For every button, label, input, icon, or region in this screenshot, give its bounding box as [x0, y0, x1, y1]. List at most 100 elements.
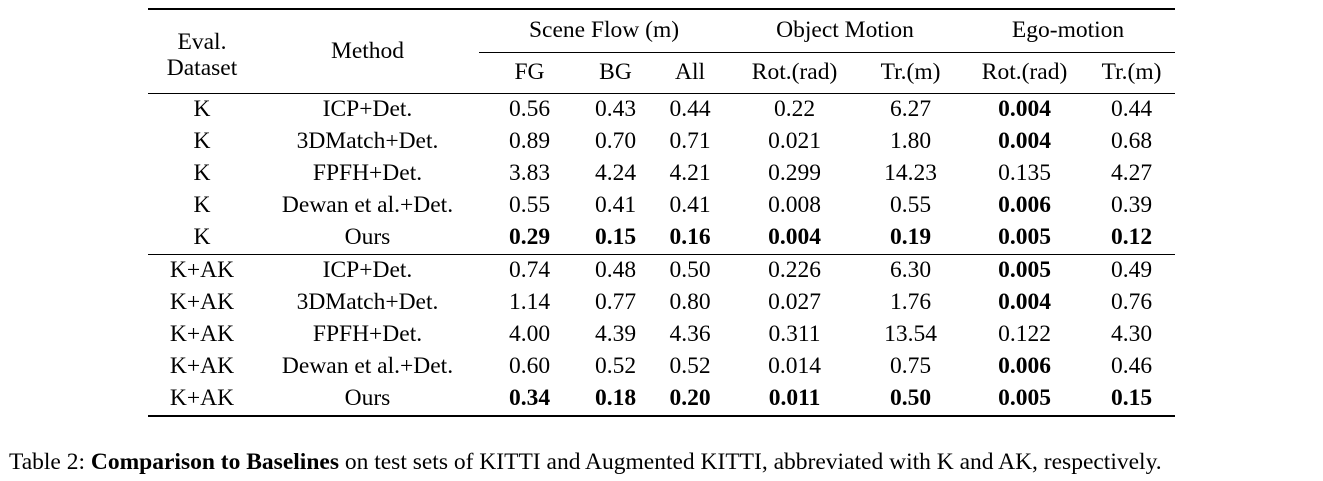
- subheader-fg: FG: [514, 59, 545, 86]
- cell-value: 0.004: [768, 224, 821, 251]
- cell-method: FPFH+Det.: [312, 321, 423, 348]
- cell-value: 0.15: [594, 224, 637, 251]
- cell-value: 0.135: [998, 160, 1051, 187]
- cell-value: 0.18: [580, 383, 651, 417]
- cell-value: 0.226: [729, 254, 861, 287]
- subheader-ego-tr: Tr.(m): [1101, 59, 1162, 86]
- table-row: K+AK 3DMatch+Det. 1.14 0.77 0.80 0.027 1.76 0.0…: [148, 287, 1175, 319]
- cell-value: 0.44: [1088, 93, 1176, 126]
- cell-value: 4.36: [669, 321, 711, 348]
- cell-value: 0.76: [1110, 289, 1153, 316]
- cell-method: Ours: [256, 383, 479, 417]
- table-row: K+AK Dewan et al.+Det. 0.60 0.52 0.52 0.014 0.…: [148, 351, 1175, 383]
- cell-value: 0.60: [508, 353, 551, 380]
- table-row: K+AK FPFH+Det. 4.00 4.39 4.36 0.311 13.54 0.122…: [148, 319, 1175, 351]
- cell-value: 0.74: [479, 254, 580, 287]
- cell-value: 0.52: [669, 353, 711, 380]
- cell-method: 3DMatch+Det.: [296, 289, 439, 316]
- cell-value: 0.19: [889, 224, 932, 251]
- cell-value: 0.311: [768, 321, 821, 348]
- cell-value: 0.44: [651, 93, 730, 126]
- cell-value: 0.12: [1110, 224, 1153, 251]
- cell-dataset: K: [193, 224, 211, 251]
- cell-dataset: K: [193, 192, 211, 219]
- cell-value: 1.80: [889, 128, 932, 155]
- cell-value: 3.83: [508, 160, 551, 187]
- cell-value: 0.80: [669, 289, 711, 316]
- cell-value: 0.71: [669, 128, 711, 155]
- cell-value: 4.27: [1110, 160, 1153, 187]
- cell-value: 0.43: [580, 93, 651, 126]
- cell-value: 4.39: [594, 321, 637, 348]
- cell-dataset: K+AK: [148, 254, 256, 287]
- cell-value: 0.68: [1110, 128, 1153, 155]
- comparison-table: Eval. Dataset Method Scene Flow (m) Obje…: [148, 8, 1176, 417]
- cell-value: 0.49: [1088, 254, 1176, 287]
- cell-method: ICP+Det.: [256, 254, 479, 287]
- cell-value: 0.008: [768, 192, 821, 219]
- cell-value: 0.20: [651, 383, 730, 417]
- subheader-all: All: [675, 59, 706, 86]
- cell-value: 0.29: [508, 224, 551, 251]
- cell-value: 0.77: [594, 289, 637, 316]
- cell-value: 0.16: [669, 224, 711, 251]
- table-row: K ICP+Det. 0.56 0.43 0.44 0.22 6.27 0.004 0.44: [148, 93, 1176, 126]
- table-row: K Ours 0.29 0.15 0.16 0.004 0.19 0.005 0.12: [148, 222, 1175, 255]
- cell-value: 4.21: [669, 160, 711, 187]
- cell-dataset: K: [148, 93, 256, 126]
- cell-value: 0.15: [1088, 383, 1176, 417]
- caption-title: Comparison to Baselines: [90, 449, 339, 475]
- table-row: K 3DMatch+Det. 0.89 0.70 0.71 0.021 1.80 0.004 0…: [148, 126, 1175, 158]
- cell-value: 0.55: [889, 192, 932, 219]
- subheader-object-rot: Rot.(rad): [751, 59, 838, 86]
- cell-value: 0.122: [998, 321, 1051, 348]
- header-ego-motion: Ego-motion: [961, 8, 1176, 53]
- cell-value: 0.004: [998, 289, 1051, 316]
- cell-method: Dewan et al.+Det.: [281, 192, 454, 219]
- cell-value: 0.46: [1110, 353, 1153, 380]
- cell-value: 0.021: [768, 128, 821, 155]
- results-table-container: Eval. Dataset Method Scene Flow (m) Obje…: [148, 8, 1176, 417]
- cell-value: 0.41: [594, 192, 637, 219]
- cell-value: 0.005: [998, 224, 1051, 251]
- cell-value: 0.75: [889, 353, 932, 380]
- subheader-object-tr: Tr.(m): [880, 59, 941, 86]
- cell-method: ICP+Det.: [256, 93, 479, 126]
- cell-value: 0.50: [860, 383, 962, 417]
- cell-value: 4.00: [508, 321, 551, 348]
- cell-value: 0.34: [479, 383, 580, 417]
- table-row: K FPFH+Det. 3.83 4.24 4.21 0.299 14.23 0.135 4.2…: [148, 158, 1175, 190]
- cell-value: 0.52: [594, 353, 637, 380]
- cell-value: 0.50: [651, 254, 730, 287]
- cell-method: 3DMatch+Det.: [296, 128, 439, 155]
- cell-value: 0.39: [1110, 192, 1153, 219]
- cell-value: 0.004: [998, 128, 1051, 155]
- cell-dataset: K+AK: [169, 289, 235, 316]
- cell-value: 0.014: [768, 353, 821, 380]
- table-row: K+AK ICP+Det. 0.74 0.48 0.50 0.226 6.30 0.005 0.…: [148, 254, 1176, 287]
- subheader-ego-rot: Rot.(rad): [981, 59, 1068, 86]
- cell-value: 0.70: [594, 128, 637, 155]
- cell-value: 0.027: [768, 289, 821, 316]
- cell-value: 0.89: [508, 128, 551, 155]
- header-method: Method: [256, 8, 479, 94]
- cell-dataset: K: [193, 128, 211, 155]
- cell-value: 6.30: [860, 254, 962, 287]
- cell-value: 13.54: [884, 321, 937, 348]
- cell-dataset: K+AK: [148, 383, 256, 417]
- cell-value: 4.24: [594, 160, 637, 187]
- cell-value: 0.006: [998, 192, 1051, 219]
- header-scene-flow: Scene Flow (m): [479, 8, 730, 53]
- cell-value: 1.14: [508, 289, 551, 316]
- cell-value: 0.004: [961, 93, 1089, 126]
- cell-value: 4.30: [1110, 321, 1153, 348]
- cell-method: Ours: [344, 224, 391, 251]
- table-row: K+AK Ours 0.34 0.18 0.20 0.011 0.50 0.005 0.15: [148, 383, 1176, 417]
- cell-dataset: K+AK: [169, 321, 235, 348]
- cell-value: 0.005: [961, 254, 1089, 287]
- cell-value: 1.76: [889, 289, 932, 316]
- cell-dataset: K+AK: [169, 353, 235, 380]
- cell-value: 0.56: [479, 93, 580, 126]
- cell-value: 0.22: [729, 93, 861, 126]
- header-eval-dataset: Eval. Dataset: [148, 8, 256, 94]
